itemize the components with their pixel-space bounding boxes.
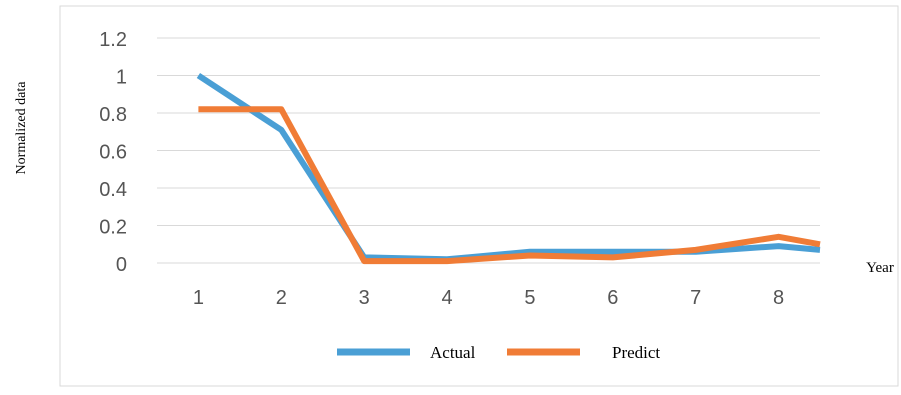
- x-tick-label: 1: [193, 287, 204, 309]
- y-tick-labels: 0 0.2 0.4 0.6 0.8 1 1.2: [99, 29, 127, 276]
- gridlines: [157, 37, 820, 264]
- x-tick-labels: 1 2 3 4 5 6 7 8: [193, 287, 784, 309]
- x-tick-label: 2: [276, 287, 287, 309]
- legend: Actual Predict: [337, 343, 660, 362]
- chart-frame: [59, 5, 899, 387]
- y-axis-label: Normalized data: [14, 81, 29, 175]
- x-tick-label: 4: [442, 287, 453, 309]
- y-tick-label: 1: [116, 67, 127, 89]
- x-tick-label: 7: [690, 287, 701, 309]
- y-tick-label: 0.4: [99, 179, 127, 201]
- y-tick-label: 0: [116, 254, 127, 276]
- x-axis-label: Year: [866, 260, 894, 276]
- y-tick-label: 1.2: [99, 29, 127, 51]
- x-tick-label: 3: [359, 287, 370, 309]
- x-tick-label: 6: [607, 287, 618, 309]
- y-tick-label: 0.8: [99, 104, 127, 126]
- series-lines: [196, 72, 821, 265]
- series-line-predict: [198, 106, 821, 265]
- x-tick-label: 8: [773, 287, 784, 309]
- series-line-actual: [196, 72, 821, 263]
- y-tick-label: 0.6: [99, 142, 127, 164]
- legend-label-predict: Predict: [612, 343, 660, 362]
- y-tick-label: 0.2: [99, 217, 127, 239]
- x-tick-label: 5: [524, 287, 535, 309]
- legend-label-actual: Actual: [430, 343, 476, 362]
